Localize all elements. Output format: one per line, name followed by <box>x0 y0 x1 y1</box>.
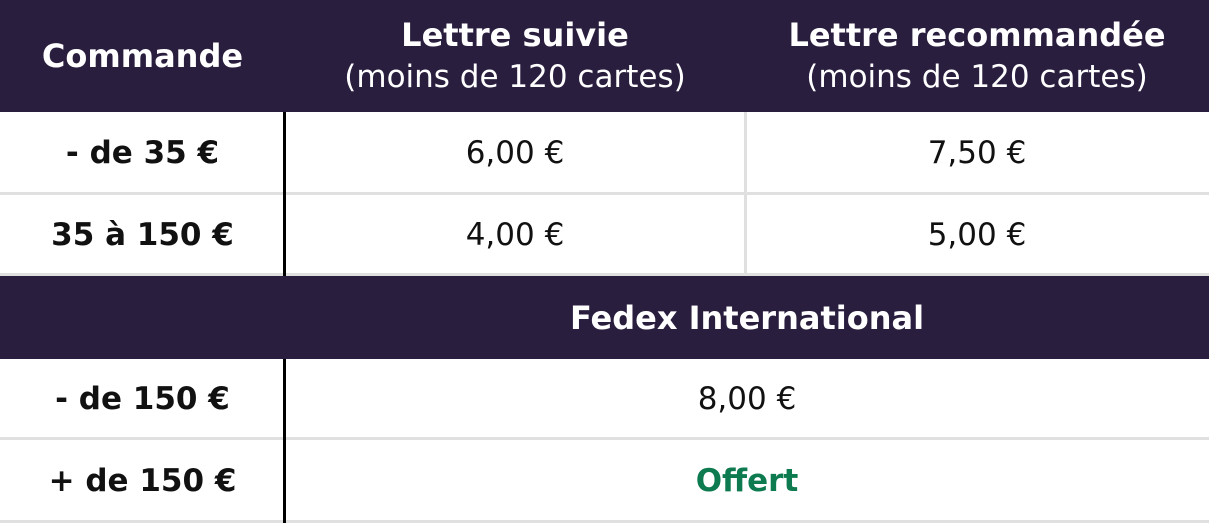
price-fedex-offered: Offert <box>695 462 799 499</box>
row-divider <box>0 273 1209 276</box>
header-fedex: Fedex International <box>285 276 1209 359</box>
row-order: - de 35 € <box>65 134 220 171</box>
header-sublabel: (moins de 120 cartes) <box>344 59 686 95</box>
column-divider <box>283 359 286 523</box>
column-divider <box>283 112 286 276</box>
price-recommandee: 5,00 € <box>927 217 1027 253</box>
header-commande: Commande <box>0 0 285 112</box>
header-label: Commande <box>41 37 244 75</box>
row-order: 35 à 150 € <box>51 217 234 253</box>
column-divider <box>744 112 747 274</box>
header-lettre-suivie: Lettre suivie (moins de 120 cartes) <box>285 0 745 112</box>
row-order: - de 150 € <box>55 380 230 417</box>
header-lettre-recommandee: Lettre recommandée (moins de 120 cartes) <box>745 0 1209 112</box>
row-divider <box>0 437 1209 440</box>
price-suivie: 6,00 € <box>465 134 565 171</box>
row-order: + de 150 € <box>48 462 237 499</box>
price-recommandee: 7,50 € <box>927 134 1027 171</box>
header-label: Lettre suivie <box>401 16 629 54</box>
row-divider <box>0 192 1209 195</box>
row-divider <box>0 520 1209 523</box>
header-label: Lettre recommandée <box>788 16 1166 54</box>
price-fedex: 8,00 € <box>697 380 797 417</box>
header-sublabel: (moins de 120 cartes) <box>806 59 1148 95</box>
price-suivie: 4,00 € <box>465 217 565 253</box>
header-label: Fedex International <box>569 298 925 337</box>
